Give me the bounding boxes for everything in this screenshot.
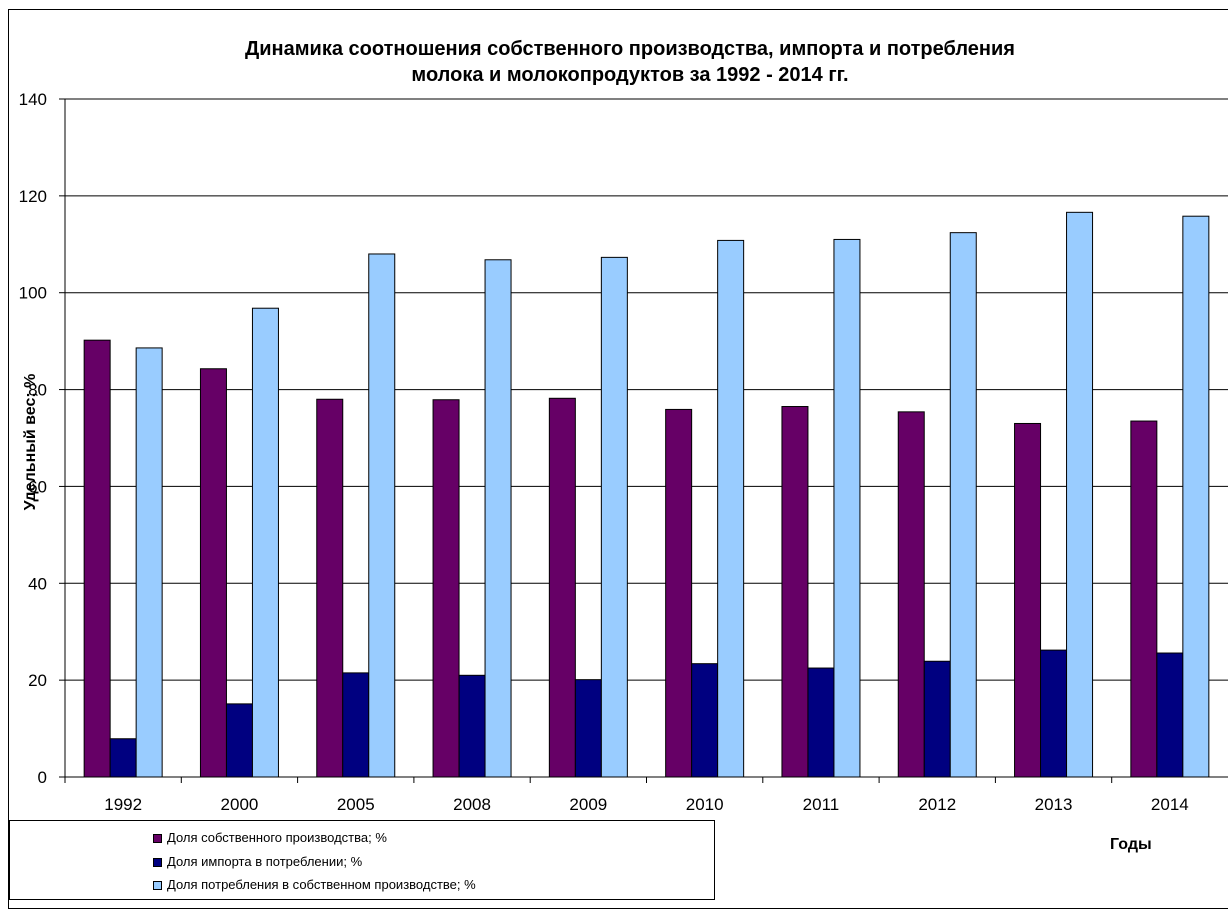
x-tick-label: 2013 <box>1035 795 1073 814</box>
bar <box>950 233 976 777</box>
bar <box>1131 421 1157 777</box>
bar <box>834 239 860 777</box>
x-tick-label: 1992 <box>104 795 142 814</box>
y-tick-label: 20 <box>28 671 47 690</box>
bar <box>1157 653 1183 777</box>
bar <box>84 340 110 777</box>
bar <box>459 675 485 777</box>
bar <box>808 668 834 777</box>
bar <box>369 254 395 777</box>
bar <box>666 409 692 777</box>
x-tick-label: 2005 <box>337 795 375 814</box>
bar <box>226 704 252 777</box>
y-axis-label: Удельный вес; % <box>22 342 40 542</box>
bar <box>1183 216 1209 777</box>
bar <box>252 308 278 777</box>
bar <box>317 399 343 777</box>
bar <box>136 348 162 777</box>
bar <box>1015 423 1041 777</box>
bar <box>549 398 575 777</box>
bar <box>200 369 226 777</box>
y-tick-label: 0 <box>38 768 47 787</box>
legend-swatch <box>153 834 162 843</box>
bar <box>485 260 511 777</box>
bar <box>782 407 808 777</box>
y-tick-label: 40 <box>28 574 47 593</box>
x-tick-label: 2012 <box>918 795 956 814</box>
y-tick-label: 120 <box>19 187 47 206</box>
bar <box>898 412 924 777</box>
bar <box>924 661 950 777</box>
bar <box>1067 212 1093 777</box>
x-tick-label: 2010 <box>686 795 724 814</box>
x-tick-label: 2009 <box>569 795 607 814</box>
legend-label: Доля потребления в собственном производс… <box>167 877 476 893</box>
legend-label: Доля собственного производства; % <box>167 830 387 846</box>
legend-item: Доля потребления в собственном производс… <box>153 877 476 893</box>
x-tick-label: 2014 <box>1151 795 1189 814</box>
legend-label: Доля импорта в потреблении; % <box>167 854 362 870</box>
legend-swatch <box>153 881 162 890</box>
x-tick-label: 2000 <box>221 795 259 814</box>
bar <box>1041 650 1067 777</box>
bar <box>110 739 136 777</box>
bar <box>692 664 718 777</box>
bar <box>433 400 459 777</box>
legend-item: Доля собственного производства; % <box>153 830 387 846</box>
y-tick-label: 100 <box>19 284 47 303</box>
x-axis-label: Годы <box>1110 836 1152 854</box>
bar <box>575 680 601 777</box>
bar <box>718 240 744 777</box>
x-tick-label: 2011 <box>803 795 840 814</box>
bar <box>601 257 627 777</box>
bar <box>343 673 369 777</box>
legend-item: Доля импорта в потреблении; % <box>153 854 362 870</box>
legend: Доля собственного производства; % Доля и… <box>9 820 715 900</box>
x-tick-label: 2008 <box>453 795 491 814</box>
legend-swatch <box>153 858 162 867</box>
y-tick-label: 140 <box>19 90 47 109</box>
